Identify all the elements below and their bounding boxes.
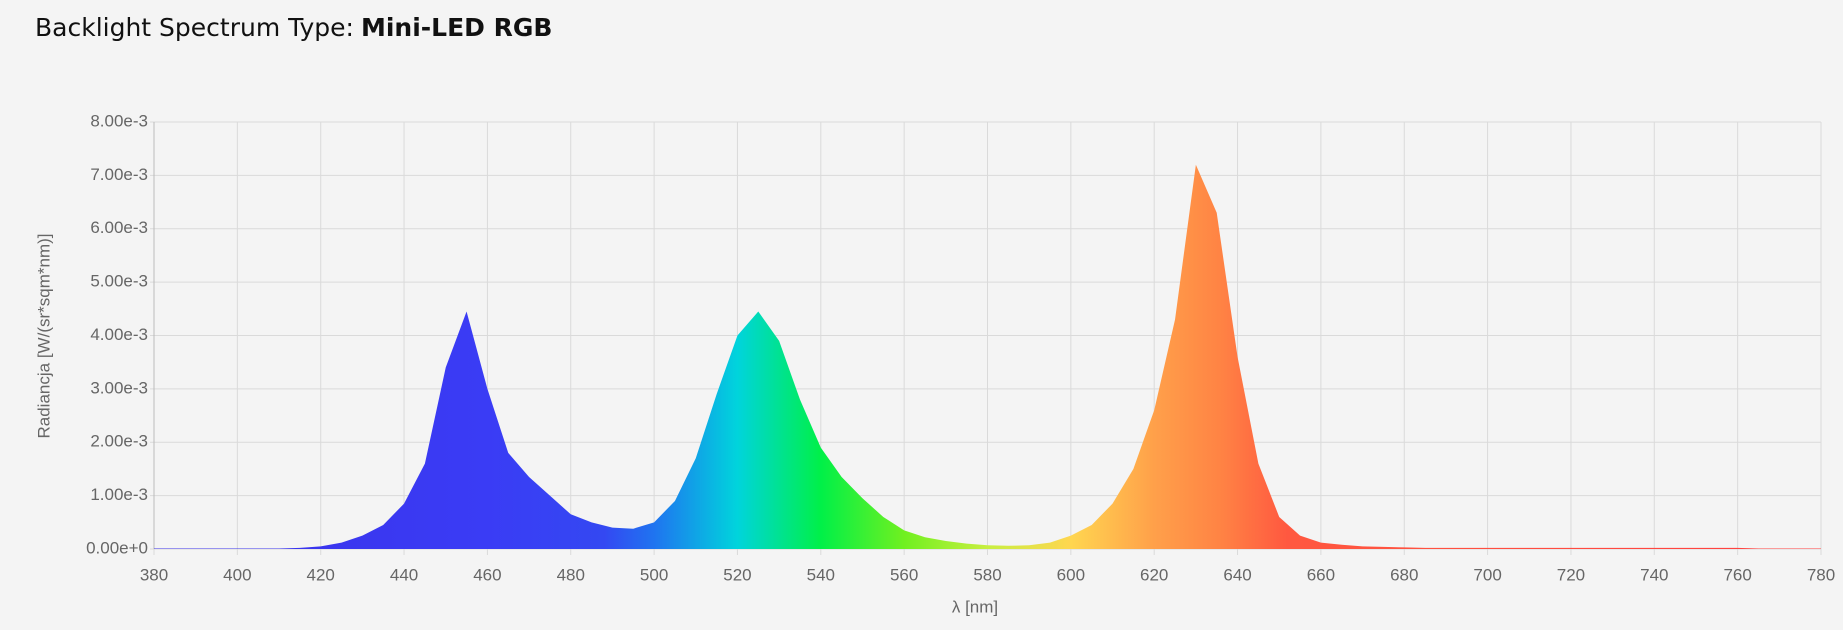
- chart-title: Backlight Spectrum Type: Mini-LED RGB: [35, 13, 552, 42]
- y-tick-label: 1.00e-3: [90, 485, 148, 504]
- title-emphasis: Mini-LED RGB: [361, 13, 552, 42]
- y-tick-label: 8.00e-3: [90, 111, 148, 130]
- x-tick-label: 620: [1140, 565, 1168, 584]
- x-tick-label: 520: [723, 565, 751, 584]
- y-tick-label: 0.00e+0: [86, 538, 148, 557]
- x-tick-label: 400: [223, 565, 251, 584]
- x-tick-label: 480: [557, 565, 585, 584]
- y-tick-label: 4.00e-3: [90, 325, 148, 344]
- x-tick-label: 460: [473, 565, 501, 584]
- title-prefix: Backlight Spectrum Type:: [35, 13, 354, 42]
- x-tick-label: 540: [807, 565, 835, 584]
- x-tick-label: 740: [1640, 565, 1668, 584]
- x-tick-label: 500: [640, 565, 668, 584]
- x-tick-label: 660: [1307, 565, 1335, 584]
- x-axis-label: λ [nm]: [952, 597, 998, 616]
- y-tick-label: 3.00e-3: [90, 378, 148, 397]
- x-tick-label: 640: [1223, 565, 1251, 584]
- y-tick-label: 6.00e-3: [90, 218, 148, 237]
- x-tick-label: 760: [1723, 565, 1751, 584]
- x-tick-label: 580: [973, 565, 1001, 584]
- y-axis-label: Radiancja [W/(sr*sqm*nm)]: [34, 234, 53, 439]
- x-tick-label: 700: [1473, 565, 1501, 584]
- x-tick-label: 440: [390, 565, 418, 584]
- x-tick-label: 600: [1057, 565, 1085, 584]
- x-tick-label: 780: [1807, 565, 1835, 584]
- x-tick-label: 680: [1390, 565, 1418, 584]
- x-tick-label: 720: [1557, 565, 1585, 584]
- y-tick-label: 7.00e-3: [90, 165, 148, 184]
- y-tick-label: 5.00e-3: [90, 272, 148, 291]
- x-tick-label: 420: [307, 565, 335, 584]
- x-tick-label: 560: [890, 565, 918, 584]
- y-tick-label: 2.00e-3: [90, 432, 148, 451]
- x-tick-label: 380: [140, 565, 168, 584]
